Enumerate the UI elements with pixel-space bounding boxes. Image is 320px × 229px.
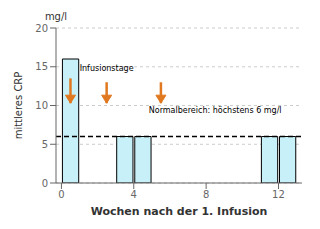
svg-text:10: 10: [35, 100, 48, 111]
svg-text:Wochen nach der 1. Infusion: Wochen nach der 1. Infusion: [91, 205, 268, 218]
svg-text:20: 20: [35, 23, 48, 34]
svg-text:mg/l: mg/l: [45, 11, 67, 22]
svg-text:8: 8: [203, 189, 209, 200]
svg-text:mittleres CRP: mittleres CRP: [13, 72, 24, 140]
svg-text:4: 4: [131, 189, 137, 200]
svg-text:15: 15: [35, 61, 48, 72]
svg-text:5: 5: [42, 139, 48, 150]
svg-text:0: 0: [42, 178, 48, 189]
svg-text:Infusionstage: Infusionstage: [80, 64, 134, 73]
svg-text:0: 0: [58, 189, 64, 200]
svg-text:12: 12: [272, 189, 285, 200]
svg-text:Normalbereich: höchstens 6 mg/: Normalbereich: höchstens 6 mg/l: [149, 106, 282, 115]
